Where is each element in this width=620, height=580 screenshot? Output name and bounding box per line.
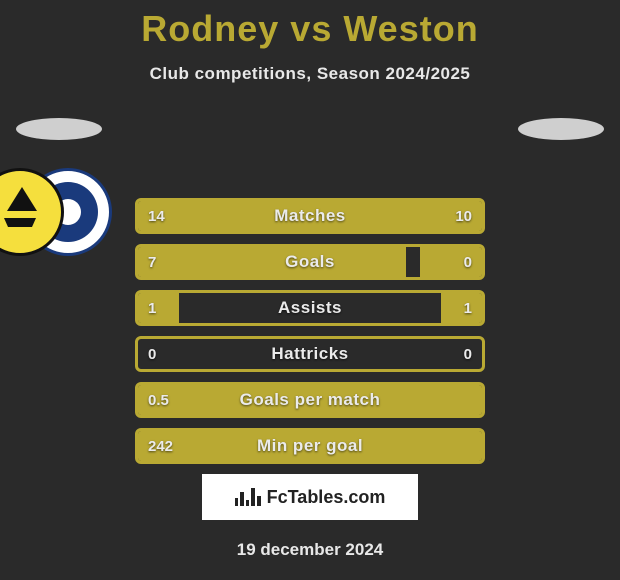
stat-row: 242 Min per goal [135, 428, 485, 464]
stat-value-right: 1 [464, 300, 472, 317]
stat-value-left: 0.5 [148, 392, 169, 409]
date-text: 19 december 2024 [0, 540, 620, 560]
stat-value-left: 242 [148, 438, 173, 455]
player-silhouette-left [16, 118, 102, 140]
stat-label: Goals per match [240, 390, 381, 410]
stat-fill-left [138, 247, 406, 277]
stat-value-left: 0 [148, 346, 156, 363]
stat-row: 0.5 Goals per match [135, 382, 485, 418]
stat-row: 7 0 Goals [135, 244, 485, 280]
fctables-logo: FcTables.com [202, 474, 418, 520]
stat-bars: 14 10 Matches 7 0 Goals 1 1 Assists 0 0 Hattricks 0.… [135, 198, 485, 464]
stat-label: Hattricks [271, 344, 348, 364]
chart-icon [235, 488, 261, 506]
stat-label: Matches [274, 206, 346, 226]
stat-label: Goals [285, 252, 335, 272]
stat-value-right: 10 [455, 208, 472, 225]
subtitle: Club competitions, Season 2024/2025 [0, 64, 620, 84]
stat-value-right: 0 [464, 254, 472, 271]
stat-value-right: 0 [464, 346, 472, 363]
stat-value-left: 1 [148, 300, 156, 317]
logo-text: FcTables.com [267, 487, 386, 508]
stat-row: 0 0 Hattricks [135, 336, 485, 372]
stat-value-left: 14 [148, 208, 165, 225]
stat-label: Min per goal [257, 436, 363, 456]
comparison-panel: 14 10 Matches 7 0 Goals 1 1 Assists 0 0 Hattricks 0.… [0, 110, 620, 560]
stat-row: 14 10 Matches [135, 198, 485, 234]
player-silhouette-right [518, 118, 604, 140]
stat-value-left: 7 [148, 254, 156, 271]
stat-fill-right [420, 247, 482, 277]
stat-row: 1 1 Assists [135, 290, 485, 326]
stat-fill-left [138, 293, 179, 323]
page-title: Rodney vs Weston [0, 0, 620, 50]
sail-icon [7, 187, 37, 211]
stat-fill-right [441, 293, 482, 323]
stat-label: Assists [278, 298, 342, 318]
